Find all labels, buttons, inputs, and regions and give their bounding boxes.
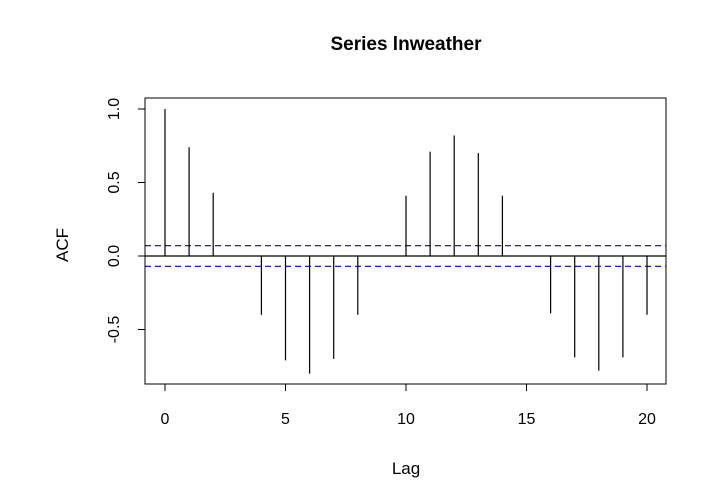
x-axis: 0 5 10 15 20 (161, 383, 656, 428)
y-tick-label: 0.5 (106, 171, 123, 193)
x-tick-label: 5 (281, 411, 290, 428)
x-tick-label: 20 (638, 411, 656, 428)
y-tick-label: 1.0 (106, 98, 123, 120)
x-tick-label: 0 (161, 411, 170, 428)
x-tick-label: 15 (518, 411, 536, 428)
y-tick-label: -0.5 (106, 316, 123, 344)
y-tick-label: 0.0 (106, 245, 123, 267)
y-axis-label: ACF (53, 228, 72, 262)
y-axis: -0.5 0.0 0.5 1.0 (106, 98, 146, 344)
chart-title: Series lnweather (330, 34, 482, 55)
acf-spikes (164, 109, 648, 374)
x-axis-label: Lag (392, 459, 420, 478)
x-tick-label: 10 (397, 411, 415, 428)
